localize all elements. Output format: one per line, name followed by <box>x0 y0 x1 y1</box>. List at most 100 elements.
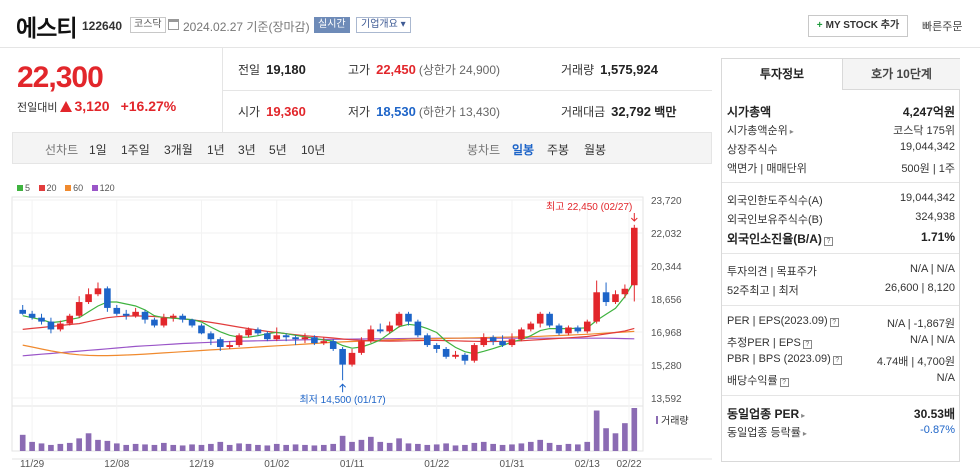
volume-bar <box>273 443 280 451</box>
period-5y[interactable]: 5년 <box>269 143 287 157</box>
ma5-line <box>22 280 635 355</box>
candle-body <box>320 341 328 344</box>
divider <box>222 90 712 91</box>
arrow-right-icon: ▸ <box>801 411 806 420</box>
candle-body <box>471 345 478 361</box>
volume-bar <box>38 443 45 451</box>
candle-body <box>518 329 525 340</box>
volume-bar <box>283 444 289 451</box>
live-button[interactable]: 실시간 <box>314 17 350 33</box>
volume-bar <box>123 444 130 451</box>
candle-body <box>264 333 271 340</box>
x-tick-label: 01/02 <box>264 459 289 470</box>
volume-bar <box>622 423 628 451</box>
candle-body <box>254 329 262 334</box>
volume-bar <box>565 443 572 451</box>
volume-bar <box>424 444 431 451</box>
chart-toolbar: 선차트 1일 1주일 3개월 1년 3년 5년 10년 봉차트 일봉 주봉 월봉 <box>12 132 712 164</box>
row-market-cap: 시가총액 4,247억원 <box>727 105 955 119</box>
candle-body <box>499 341 506 346</box>
volume-legend-swatch <box>656 416 658 424</box>
candle-daily[interactable]: 일봉 <box>512 143 535 157</box>
candle-body <box>414 321 422 336</box>
volume-bar <box>537 439 544 451</box>
candle-body <box>217 339 224 348</box>
row-est-per: 추정PER | EPS? N/A | N/A <box>727 334 955 349</box>
candle-weekly[interactable]: 주봉 <box>547 143 570 157</box>
candle-body <box>339 348 346 365</box>
volume-bar <box>584 441 591 451</box>
period-10y[interactable]: 10년 <box>301 143 326 157</box>
help-icon: ? <box>802 340 812 349</box>
candle-body <box>245 329 252 336</box>
candle-body <box>452 354 459 357</box>
candle-body <box>226 345 233 348</box>
volume-bar <box>612 433 619 451</box>
stat-prev-close: 전일 19,180 <box>238 62 306 77</box>
candle-body <box>94 288 102 295</box>
period-3m[interactable]: 3개월 <box>164 143 193 157</box>
row-sector-change: 동일업종 등락률 ▸ -0.87% <box>727 424 955 439</box>
period-1w[interactable]: 1주일 <box>121 143 150 157</box>
period-1y[interactable]: 1년 <box>207 143 225 157</box>
arrow-right-icon: ▸ <box>802 429 807 438</box>
my-stock-add-button[interactable]: + MY STOCK 추가 <box>808 15 908 37</box>
volume-bar <box>161 442 167 451</box>
volume-bar <box>245 443 252 451</box>
candle-body <box>574 327 582 332</box>
row-foreign-hold: 외국인보유주식수(B) 324,938 <box>727 211 955 226</box>
volume-bar <box>179 445 186 451</box>
candle-body <box>113 307 121 314</box>
corp-overview-button[interactable]: 기업개요 ▾ <box>356 17 411 33</box>
up-triangle-icon <box>60 101 73 112</box>
volume-bar <box>556 444 562 451</box>
candle-body <box>57 323 64 330</box>
y-tick-label: 13,592 <box>651 394 682 405</box>
candle-body <box>480 337 488 346</box>
y-tick-label: 22,032 <box>651 229 682 240</box>
period-1d[interactable]: 1일 <box>89 143 107 157</box>
row-per: PER | EPS(2023.09)? N/A | -1,867원 <box>727 315 955 330</box>
stock-name: 에스티 <box>16 15 77 41</box>
volume-bar <box>320 444 327 451</box>
volume-bar <box>19 434 26 451</box>
candle-body <box>527 323 535 330</box>
candle-body <box>292 337 299 340</box>
volume-bar <box>104 440 111 451</box>
row-opinion: 투자의견 | 목표주가 N/A | N/A <box>727 263 955 278</box>
volume-bar <box>189 444 195 451</box>
y-tick-label: 15,280 <box>651 361 682 372</box>
candle-monthly[interactable]: 월봉 <box>584 143 607 157</box>
candle-body <box>546 313 553 326</box>
candle-body <box>424 335 431 346</box>
volume-bar <box>95 439 101 451</box>
tab-orderbook[interactable]: 호가 10단계 <box>842 59 960 90</box>
volume-bar <box>292 444 299 451</box>
plus-icon: + <box>816 20 823 31</box>
x-tick-label: 01/11 <box>340 459 365 470</box>
candle-body <box>536 313 544 324</box>
candle-body <box>508 339 516 346</box>
row-par: 액면가 | 매매단위 500원 | 1주 <box>727 163 955 175</box>
stock-header: 에스티 122640 코스닥 2024.02.27 기준(장마감) 실시간 기업… <box>0 0 980 48</box>
candle-body <box>593 292 600 322</box>
volume-bar <box>405 443 412 451</box>
candle-body <box>565 327 572 334</box>
candle-body <box>235 335 243 346</box>
period-3y[interactable]: 3년 <box>238 143 256 157</box>
candle-body <box>141 311 149 320</box>
stat-amount: 거래대금 32,792 백만 <box>561 104 677 119</box>
volume-bar <box>443 443 449 451</box>
ma60-line <box>22 330 635 357</box>
tab-investment-info[interactable]: 투자정보 <box>722 59 842 90</box>
change-label: 전일대비 <box>17 102 58 114</box>
volume-bar <box>57 443 64 451</box>
quick-order-link[interactable]: 빠른주문 <box>922 21 963 33</box>
row-52week: 52주최고 | 최저 26,600 | 8,120 <box>727 282 955 297</box>
price-chart[interactable]: 23,720 22,032 20,344 18,656 16,968 15,280 13,5… <box>0 183 712 473</box>
volume-bar <box>415 443 421 451</box>
volume-label: 거래량 <box>661 415 689 427</box>
candle-body <box>461 354 469 361</box>
volume-bar <box>518 443 525 451</box>
volume-bar <box>48 444 54 451</box>
